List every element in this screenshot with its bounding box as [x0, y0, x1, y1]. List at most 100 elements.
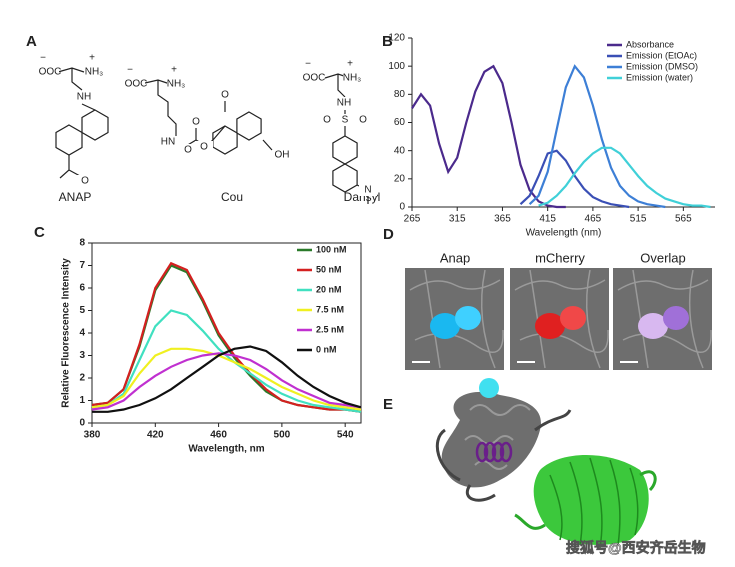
y-axis-label: Relative Fluorescence Intensity [61, 258, 72, 408]
atom-label: + [171, 65, 177, 76]
series-line [91, 261, 362, 413]
series-line [528, 64, 666, 209]
x-tick-label: 460 [210, 430, 227, 441]
x-tick-label: 540 [337, 430, 354, 441]
legend-label: Emission (EtOAc) [626, 50, 697, 60]
atom-bg [305, 72, 323, 84]
y-tick-label: 0 [79, 418, 85, 429]
image-title: Anap [440, 250, 470, 265]
atom-label: S [342, 115, 349, 126]
atom-label: O [359, 115, 367, 126]
legend-label: Emission (water) [626, 72, 693, 82]
x-tick-label: 465 [585, 214, 602, 225]
atom-label: NH₃ [85, 67, 104, 78]
atom-label: NH [77, 92, 91, 103]
atom-bg [41, 66, 59, 78]
image-title: Overlap [640, 250, 686, 265]
ring [236, 111, 262, 141]
ring [212, 125, 238, 155]
atom-label: NH₃ [167, 79, 186, 90]
y-tick-label: 7 [79, 260, 85, 271]
watermark: 搜狐号@西安齐岳生物 [566, 540, 706, 556]
legend-label: 50 nM [316, 264, 342, 274]
nucleus [455, 306, 481, 330]
y-tick-label: 8 [79, 238, 85, 249]
atom-bg [195, 141, 213, 153]
legend-label: Emission (DMSO) [626, 61, 698, 71]
x-tick-label: 420 [147, 430, 164, 441]
atom-bg [76, 175, 94, 187]
atom-bg [167, 78, 185, 90]
series-line [91, 309, 362, 413]
atom-label: N [364, 185, 371, 196]
series-line [92, 345, 362, 413]
y-tick-label: 3 [79, 350, 85, 361]
legend-label: 2.5 nM [316, 324, 344, 334]
series-line [91, 352, 362, 411]
x-tick-label: 565 [675, 214, 692, 225]
image-title: mCherry [535, 250, 585, 265]
atom-bg [336, 114, 354, 126]
x-tick-label: 365 [494, 214, 511, 225]
nucleus [430, 313, 460, 339]
atom-bg [187, 116, 205, 128]
panel-label: D [383, 226, 394, 243]
y-tick-label: 0 [399, 202, 405, 213]
nucleus [663, 306, 689, 330]
ring [55, 124, 83, 156]
protein-structure [435, 378, 657, 549]
y-tick-label: 20 [394, 173, 406, 184]
atom-label: OOC [303, 73, 326, 84]
nucleus [535, 313, 565, 339]
structure-name: ANAP [59, 190, 92, 204]
legend-label: 20 nM [316, 284, 342, 294]
chart: 0 20 40 60 80 100 120 265 315 365 415 465 515 565 Wave… [388, 33, 715, 239]
atom-label: + [89, 53, 95, 64]
ring [332, 163, 358, 193]
atom-label: + [347, 59, 353, 70]
x-tick-label: 515 [630, 214, 647, 225]
nucleus [560, 306, 586, 330]
atom-label: OOC [39, 67, 62, 78]
ring [332, 135, 358, 165]
chart: 0 1 2 3 4 5 6 7 8 380 420 460 500 540 Wavelength, nm Re… [61, 238, 362, 455]
x-axis-label: Wavelength (nm) [526, 228, 602, 239]
atom-label: O [323, 115, 331, 126]
atom-bg [354, 114, 372, 126]
atom-bg [273, 149, 291, 161]
atom-label: OH [275, 150, 290, 161]
panel-label: B [382, 33, 393, 50]
nucleus [638, 313, 668, 339]
y-tick-label: 120 [388, 33, 405, 44]
panel-label: A [26, 33, 37, 50]
y-tick-label: 6 [79, 283, 85, 294]
legend-label: Absorbance [626, 39, 674, 49]
cell-outline [617, 269, 712, 369]
series-line [538, 146, 711, 209]
x-tick-label: 415 [539, 214, 556, 225]
panel-label: E [383, 396, 393, 413]
x-tick-label: 265 [404, 214, 421, 225]
y-tick-label: 5 [79, 305, 85, 316]
atom-label: O [221, 90, 229, 101]
atom-bg [359, 184, 377, 196]
x-axis-label: Wavelength, nm [188, 444, 264, 455]
atom-label: OOC [125, 79, 148, 90]
atom-bg [318, 114, 336, 126]
atom-bg [75, 91, 93, 103]
atom-label: O [192, 117, 200, 128]
atom-label: NH [337, 98, 351, 109]
y-tick-label: 2 [79, 373, 85, 384]
atom-bg [179, 144, 197, 156]
atom-label: O [81, 176, 89, 187]
bond [57, 67, 96, 179]
atom-label: HN [161, 137, 175, 148]
atom-bg [159, 136, 177, 148]
atom-bg [127, 78, 145, 90]
cell-outline [409, 269, 504, 369]
cell-outline [514, 269, 609, 369]
y-tick-label: 60 [394, 117, 406, 128]
panel-label: C [34, 224, 45, 241]
y-tick-label: 40 [394, 145, 406, 156]
